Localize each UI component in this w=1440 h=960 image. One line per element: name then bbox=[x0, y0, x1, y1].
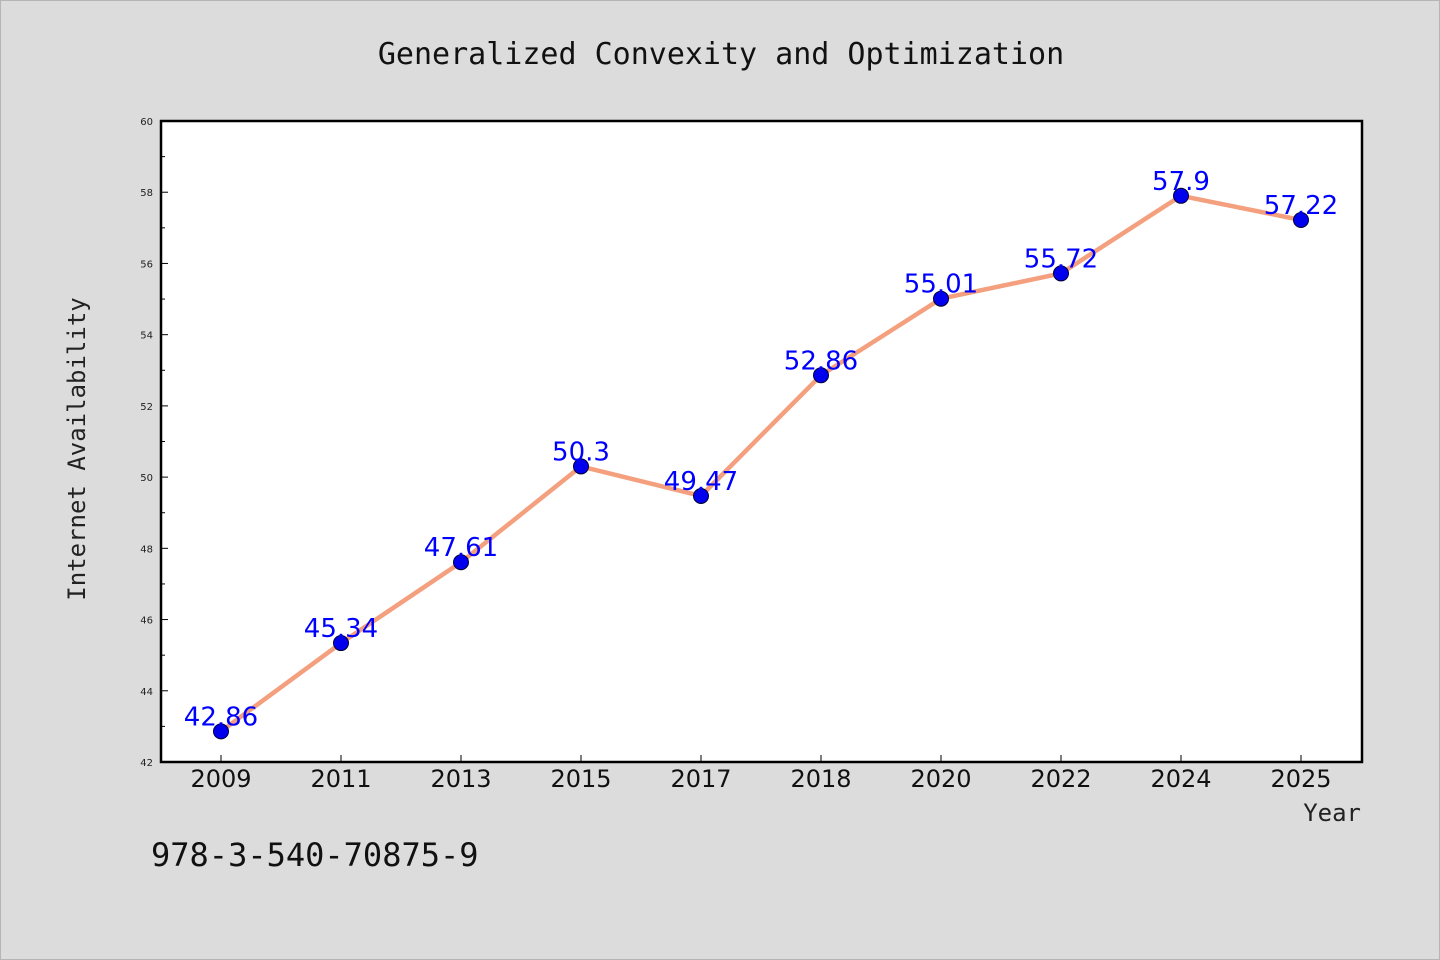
x-tick-label: 2025 bbox=[1270, 765, 1331, 793]
data-point bbox=[1293, 211, 1309, 228]
y-tick-label: 42 bbox=[140, 758, 153, 769]
footer-text: 978-3-540-70875-9 bbox=[151, 836, 479, 874]
y-tick-label: 56 bbox=[140, 259, 153, 270]
data-point bbox=[933, 290, 949, 307]
y-tick-label: 52 bbox=[140, 402, 153, 413]
plot-frame bbox=[159, 119, 1364, 764]
plot-area bbox=[161, 121, 1362, 762]
data-label: 57.22 bbox=[1264, 191, 1338, 221]
x-tick-label: 2015 bbox=[550, 765, 611, 793]
data-label: 50.3 bbox=[552, 437, 610, 467]
data-point bbox=[693, 487, 709, 504]
data-label: 49.47 bbox=[664, 467, 738, 497]
y-tick-label: 54 bbox=[140, 331, 153, 342]
y-axis-title: Internet Availability bbox=[63, 297, 91, 600]
x-tick-label: 2024 bbox=[1150, 765, 1211, 793]
data-point bbox=[813, 367, 829, 384]
data-label: 55.72 bbox=[1024, 244, 1098, 274]
y-axis-ticks: 42 44 46 48 50 52 54 56 58 60 bbox=[140, 117, 168, 769]
series-line bbox=[218, 193, 1304, 734]
x-tick-label: 2018 bbox=[790, 765, 851, 793]
data-label: 57.9 bbox=[1152, 167, 1210, 197]
y-tick-label: 48 bbox=[140, 544, 153, 555]
y-tick-label: 60 bbox=[140, 117, 153, 128]
data-point bbox=[1173, 187, 1189, 204]
data-label: 47.61 bbox=[424, 533, 498, 563]
y-tick-label: 58 bbox=[140, 188, 153, 199]
x-axis-ticks: 2009 2011 2013 2015 2017 2018 2020 2022 2024 2025 bbox=[190, 755, 1332, 793]
series-layer: 42.86 45.34 47.61 50.3 49.47 52.86 55.01 55.72 5… bbox=[184, 167, 1338, 740]
y-tick-label: 50 bbox=[140, 473, 153, 484]
data-point bbox=[1053, 265, 1069, 282]
chart-title: Generalized Convexity and Optimization bbox=[378, 37, 1064, 72]
data-label: 42.86 bbox=[184, 702, 258, 732]
x-tick-label: 2013 bbox=[430, 765, 491, 793]
data-point bbox=[333, 635, 349, 652]
x-tick-label: 2022 bbox=[1030, 765, 1091, 793]
data-point bbox=[573, 458, 589, 475]
x-tick-label: 2017 bbox=[670, 765, 731, 793]
y-tick-label: 46 bbox=[140, 616, 153, 627]
x-tick-label: 2020 bbox=[910, 765, 971, 793]
data-point bbox=[213, 723, 229, 740]
x-axis-title: Year bbox=[1303, 799, 1361, 827]
x-tick-label: 2011 bbox=[310, 765, 371, 793]
data-label: 55.01 bbox=[904, 270, 978, 300]
data-point bbox=[453, 554, 469, 571]
x-tick-label: 2009 bbox=[190, 765, 251, 793]
y-tick-label: 44 bbox=[140, 687, 153, 698]
data-label: 52.86 bbox=[784, 346, 858, 376]
data-label: 45.34 bbox=[304, 614, 378, 644]
